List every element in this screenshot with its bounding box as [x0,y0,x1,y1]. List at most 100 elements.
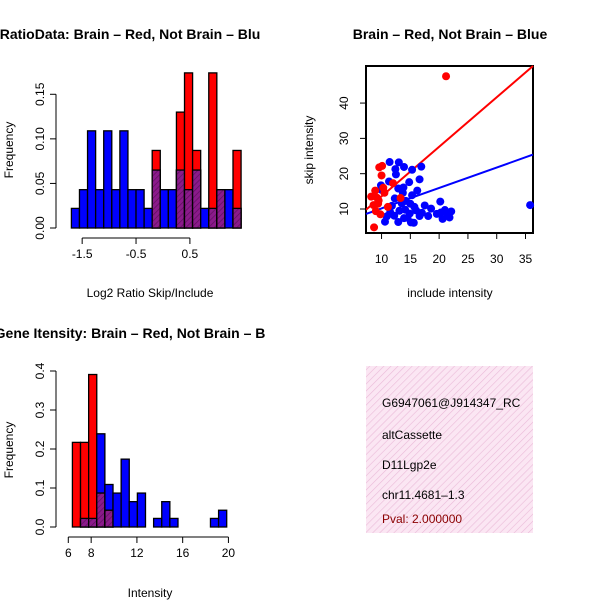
gene-blue-bar [137,493,145,527]
gene-blue-bar [113,493,121,527]
chart-ratio-histogram: RatioData: Brain – Red, Not Brain – Blu … [0,26,260,300]
scatter-red-point [397,194,405,202]
info-panel-background [366,366,533,533]
ratio-overlap-bar [185,190,193,228]
ratio-blue-bar [104,131,112,228]
ratio-overlap-bar [176,170,184,228]
gene-blue-bar [170,518,178,527]
scatter-x-tick-label: 10 [375,252,389,266]
gene-x-tick-label: 8 [88,546,95,560]
ratio-blue-bar [71,208,79,228]
scatter-y-tick-label: 20 [337,167,351,181]
ratio-blue-bar [112,190,120,228]
chart-gene-title: Gene Itensity: Brain – Red, Not Brain – … [0,325,265,341]
gene-red-bar [72,442,80,527]
ratio-blue-bar [225,190,233,228]
scatter-red-point [376,210,384,218]
scatter-blue-point [417,163,425,171]
scatter-x-tick-label: 30 [490,252,504,266]
scatter-blue-point [416,175,424,183]
ratio-x-tick-label: -0.5 [126,247,147,261]
scatter-red-point [378,162,386,170]
scatter-y-tick-label: 30 [337,131,351,145]
ratio-overlap-bar [152,170,160,228]
gene-blue-bar [129,502,137,527]
scatter-blue-point [526,201,534,209]
chart-gene-xlabel: Intensity [128,586,173,600]
gene-blue-bar [162,502,170,527]
ratio-blue-bar [160,190,168,228]
ratio-overlap-bar [209,208,217,228]
info-probe-id: G6947061@J914347_RC [382,396,521,410]
ratio-blue-bar [88,131,96,228]
scatter-blue-point [424,212,432,220]
gene-overlap-bar [81,518,89,527]
scatter-x-tick-label: 20 [432,252,446,266]
scatter-blue-point [436,198,444,206]
scatter-red-point [384,203,392,211]
info-chrom-location: chr11.4681–1.3 [382,488,465,502]
figure: RatioData: Brain – Red, Not Brain – Blu … [0,0,600,600]
chart-gene-intensity-histogram: Gene Itensity: Brain – Red, Not Brain – … [0,325,265,600]
ratio-overlap-bar [233,208,241,228]
scatter-red-point [378,171,386,179]
ratio-blue-bar [96,190,104,228]
scatter-y-tick-label: 40 [337,96,351,110]
ratio-x-tick-label: -1.5 [72,247,93,261]
ratio-blue-bar [144,208,152,228]
gene-x-tick-label: 12 [130,546,144,560]
gene-y-tick-label: 0.3 [33,401,47,418]
scatter-x-tick-label: 35 [519,252,533,266]
scatter-x-tick-label: 25 [461,252,475,266]
gene-blue-bar [219,510,227,527]
scatter-blue-point [408,166,416,174]
scatter-red-point [371,187,379,195]
chart-ratio-ylabel: Frequency [2,122,16,179]
ratio-blue-bar [168,190,176,228]
chart-ratio-title: RatioData: Brain – Red, Not Brain – Blu [0,26,260,42]
gene-x-tick-label: 16 [176,546,190,560]
gene-y-tick-label: 0.2 [33,440,47,457]
ratio-blue-bar [201,208,209,228]
ratio-y-tick-label: 0.10 [33,127,47,151]
info-gene-name: D11Lgp2e [382,458,437,472]
info-pval: Pval: 2.000000 [382,512,462,526]
scatter-red-point [389,179,397,187]
info-panel: G6947061@J914347_RC altCassette D11Lgp2e… [366,366,533,533]
gene-blue-bar [154,518,162,527]
chart-ratio-xlabel: Log2 Ratio Skip/Include [87,286,214,300]
ratio-blue-bar [136,190,144,228]
gene-red-bar [81,442,89,527]
chart-gene-ylabel: Frequency [2,422,16,479]
scatter-y-tick-label: 10 [337,202,351,216]
red-fit-line [366,66,533,210]
chart-scatter-title: Brain – Red, Not Brain – Blue [353,26,548,42]
ratio-blue-bar [128,190,136,228]
scatter-blue-point [408,191,416,199]
scatter-blue-point [386,158,394,166]
ratio-y-tick-label: 0.00 [33,216,47,240]
gene-blue-bar [121,459,129,527]
chart-scatter-ylabel: skip intensity [302,116,316,185]
scatter-blue-point [392,170,400,178]
gene-red-bar [89,375,97,527]
gene-y-tick-label: 0.4 [33,362,47,379]
info-event-type: altCassette [382,428,442,442]
gene-blue-bar [210,518,218,527]
scatter-blue-point [400,163,408,171]
ratio-overlap-bar [193,170,201,228]
scatter-blue-point [447,207,455,215]
gene-x-tick-label: 20 [222,546,236,560]
scatter-blue-point [416,212,424,220]
ratio-x-tick-label: 0.5 [182,247,199,261]
scatter-blue-point [405,178,413,186]
gene-overlap-bar [97,493,105,527]
ratio-blue-bar [79,190,87,228]
gene-x-tick-label: 6 [65,546,72,560]
ratio-y-tick-label: 0.15 [33,82,47,106]
scatter-x-tick-label: 15 [404,252,418,266]
scatter-blue-point [401,206,409,214]
gene-overlap-bar [89,518,97,527]
gene-overlap-bar [105,510,113,527]
gene-y-tick-label: 0.1 [33,479,47,496]
